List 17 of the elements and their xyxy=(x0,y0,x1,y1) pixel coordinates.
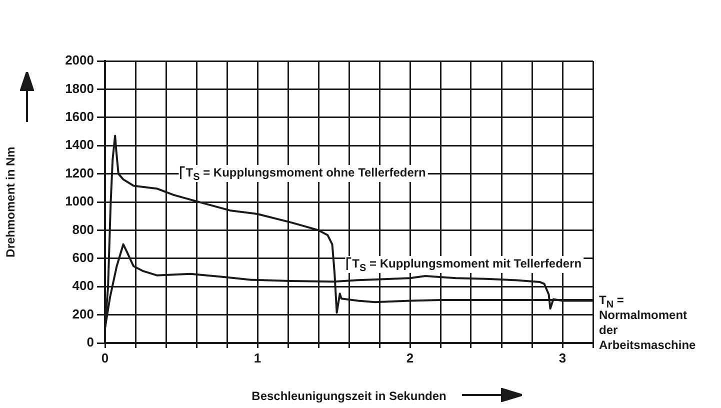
y-tick-label: 1600 xyxy=(65,108,94,124)
x-tick-label: 3 xyxy=(558,350,566,366)
y-tick-label: 200 xyxy=(72,306,94,322)
y-tick-label: 400 xyxy=(72,278,94,294)
y-tick-label: 1800 xyxy=(65,80,94,96)
x-tick-label: 2 xyxy=(406,350,414,366)
y-tick-label: 800 xyxy=(72,222,94,237)
x-tick-label: 1 xyxy=(254,350,262,366)
x-tick-label: 0 xyxy=(101,350,109,366)
x-axis-title: Beschleunigungszeit in Sekunden xyxy=(252,389,446,404)
y-tick-label: 600 xyxy=(72,250,94,265)
y-tick-label: 1000 xyxy=(65,194,94,209)
y-axis-title: Drehmoment in Nm xyxy=(4,146,18,258)
y-tick-label: 0 xyxy=(86,334,94,350)
y-tick-label: 2000 xyxy=(65,52,94,68)
y-tick-label: 1400 xyxy=(65,137,94,152)
y-tick-label: 1200 xyxy=(65,165,94,180)
